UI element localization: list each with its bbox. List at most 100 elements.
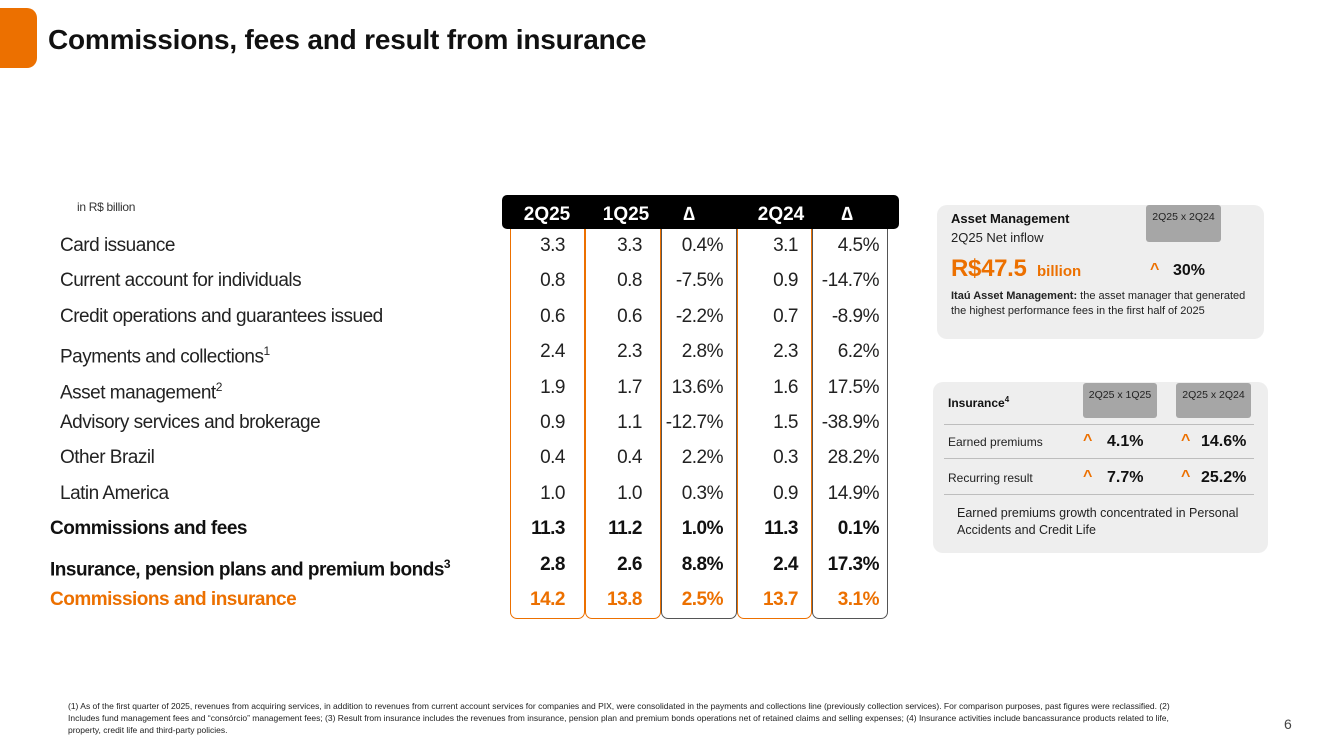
earned-premiums-yoy: 14.6%	[1201, 433, 1247, 450]
table-cell: 11.3	[531, 518, 565, 540]
table-cell: -7.5%	[675, 270, 724, 292]
row-label: Payments and collections1	[60, 334, 270, 369]
table-cell: 0.9	[773, 482, 798, 504]
insurance-divider	[944, 458, 1254, 459]
row-footnote-ref: 1	[263, 344, 270, 359]
table-row: Advisory services and brokerage 0.9 1.1 -12…	[0, 405, 1318, 440]
table-row: Asset management2 1.9 1.7 13.6% 1.6 17.5%	[0, 370, 1318, 405]
accent-tab	[0, 8, 37, 68]
table-row: Insurance, pension plans and premium bon…	[0, 547, 1318, 582]
table-cell: 2.3	[773, 341, 798, 363]
row-footnote-ref: 3	[443, 556, 451, 571]
table-header: 2Q25 1Q25 ∆ 2Q24 ∆	[502, 195, 899, 229]
asset-management-title: Asset Management	[951, 211, 1070, 226]
row-footnote-ref: 2	[215, 379, 223, 394]
asset-management-desc-text: the asset manager that generated the hig…	[951, 290, 1246, 317]
header-2q24: 2Q24	[757, 204, 805, 225]
table-cell: 0.1%	[837, 518, 880, 540]
table-cell: 2.8	[540, 553, 565, 575]
table-cell: 2.4	[540, 341, 565, 363]
table-cell: 11.2	[608, 518, 642, 540]
table-cell: 0.3%	[681, 482, 724, 504]
table-cell: 0.4%	[681, 235, 724, 256]
asset-management-tag: 2Q25 x 2Q24	[1146, 205, 1221, 242]
row-label-text: Insurance, pension plans and premium bon…	[50, 558, 444, 580]
table-cell: 1.0	[540, 482, 565, 504]
table-row: Commissions and insurance 14.2 13.8 2.5% 13.…	[0, 582, 1318, 617]
column-frame-2q25	[510, 229, 585, 619]
caret-up-icon: ^	[1181, 432, 1191, 449]
insurance-note: Earned premiums growth concentrated in P…	[957, 506, 1239, 537]
table-cell: 14.2	[530, 589, 565, 610]
table-cell: 2.4	[773, 553, 798, 575]
asset-management-description: Itaú Asset Management: the asset manager…	[951, 289, 1256, 318]
recurring-result-label: Recurring result	[948, 471, 1033, 485]
table-row: Payments and collections1 2.4 2.3 2.8% 2.3 6.…	[0, 334, 1318, 369]
header-delta-1: ∆	[683, 204, 695, 225]
caret-up-icon: ^	[1150, 261, 1160, 278]
table-cell: 4.5%	[837, 235, 880, 256]
table-row: Current account for individuals 0.8 0.8 -7.…	[0, 263, 1318, 298]
table-cell: 0.7	[773, 305, 798, 327]
table-row: Other Brazil 0.4 0.4 2.2% 0.3 28.2%	[0, 440, 1318, 475]
column-frame-2q24	[737, 229, 812, 619]
table-row: Commissions and fees 11.3 11.2 1.0% 11.3 0.1%	[0, 511, 1318, 546]
insurance-divider	[944, 424, 1254, 425]
table-cell: -38.9%	[821, 412, 880, 433]
row-label-text: Payments and collections	[60, 346, 264, 368]
earned-premiums-label: Earned premiums	[948, 435, 1043, 449]
table-cell: 13.8	[607, 589, 642, 610]
table-cell: 2.3	[617, 341, 642, 363]
table-cell: 17.5%	[827, 376, 880, 398]
table-cell: 1.6	[773, 376, 798, 398]
table-cell: 0.6	[540, 305, 565, 327]
table-cell: 17.3%	[827, 553, 880, 575]
table-cell: 1.1	[617, 412, 642, 433]
row-label-text: Card issuance	[60, 235, 175, 256]
table-cell: -12.7%	[665, 412, 724, 433]
row-label-text: Latin America	[60, 482, 169, 504]
row-label-text: Credit operations and guarantees issued	[60, 305, 383, 327]
row-label-text: Current account for individuals	[60, 270, 302, 292]
page-title: Commissions, fees and result from insura…	[48, 24, 647, 55]
header-2q25: 2Q25	[523, 204, 571, 225]
net-inflow-value: R$47.5	[951, 255, 1027, 282]
insurance-tag-qoq: 2Q25 x 1Q25	[1083, 383, 1157, 418]
column-frame-delta-2	[812, 229, 888, 619]
table-cell: 1.0%	[681, 518, 724, 540]
row-label: Commissions and insurance	[50, 582, 297, 617]
table-cell: 1.9	[540, 376, 565, 398]
page-number: 6	[1284, 716, 1292, 732]
recurring-result-yoy: 25.2%	[1201, 469, 1247, 486]
table-cell: 2.8%	[681, 341, 724, 363]
row-label-text: Asset management	[60, 381, 216, 403]
header-1q25: 1Q25	[602, 204, 650, 225]
row-label: Asset management2	[60, 370, 222, 405]
table-cell: 11.3	[764, 518, 798, 540]
table-cell: 2.5%	[681, 589, 724, 610]
header-delta-2: ∆	[841, 204, 853, 225]
insurance-title: Insurance4	[948, 395, 1009, 410]
table-row: Latin America 1.0 1.0 0.3% 0.9 14.9%	[0, 476, 1318, 511]
row-label: Card issuance	[60, 228, 175, 263]
column-frame-delta-1	[661, 229, 737, 619]
table-cell: -8.9%	[831, 305, 880, 327]
table-cell: 0.4	[540, 447, 565, 469]
table-cell: 3.1%	[837, 589, 880, 610]
table-cell: 3.3	[617, 235, 642, 256]
table-cell: 2.6	[617, 553, 642, 575]
asset-management-subtitle: 2Q25 Net inflow	[951, 230, 1044, 245]
insurance-divider	[944, 494, 1254, 495]
table-cell: 14.9%	[827, 482, 880, 504]
row-label-text: Other Brazil	[60, 447, 155, 469]
net-inflow-change: 30%	[1173, 262, 1206, 279]
table-cell: 6.2%	[837, 341, 880, 363]
table-row: Card issuance 3.3 3.3 0.4% 3.1 4.5%	[0, 228, 1318, 263]
table-cell: -2.2%	[675, 305, 724, 327]
table-cell: 0.9	[540, 412, 565, 433]
asset-management-desc-bold: Itaú Asset Management:	[951, 290, 1078, 302]
row-label: Current account for individuals	[60, 263, 302, 298]
unit-label: in R$ billion	[77, 200, 136, 214]
table-cell: 13.7	[763, 589, 798, 610]
table-cell: 2.2%	[681, 447, 724, 469]
